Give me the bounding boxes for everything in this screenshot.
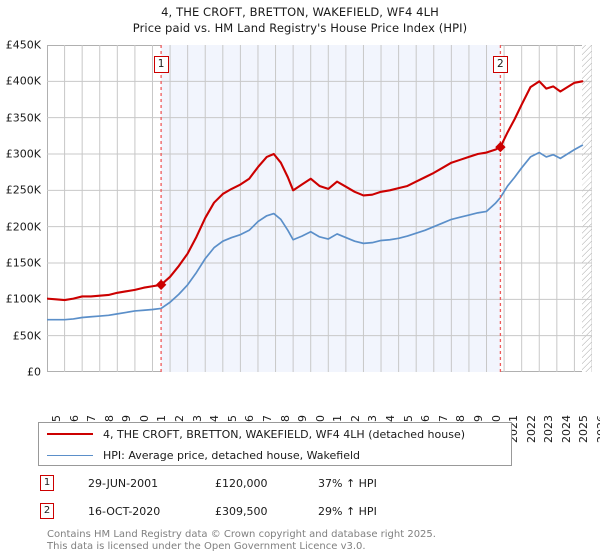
- y-tick-label: £0: [27, 365, 41, 379]
- transaction-price: £309,500: [215, 505, 268, 518]
- transaction-date: 29-JUN-2001: [88, 477, 159, 490]
- x-tick-label: 2025: [577, 415, 591, 443]
- y-tick-label: £450K: [5, 38, 41, 52]
- legend-swatch-hpi: [47, 454, 93, 456]
- y-tick-label: £200K: [5, 220, 41, 234]
- x-tick-label: 2023: [542, 415, 556, 443]
- y-tick-label: £250K: [5, 183, 41, 197]
- legend-item-property: 4, THE CROFT, BRETTON, WAKEFIELD, WF4 4L…: [39, 423, 465, 445]
- legend-item-hpi: HPI: Average price, detached house, Wake…: [39, 444, 360, 466]
- legend-label-hpi: HPI: Average price, detached house, Wake…: [103, 448, 361, 462]
- y-axis-labels: £0 £50K £100K £150K £200K £250K £300K £350K £400…: [0, 40, 44, 378]
- y-tick-label: £50K: [12, 329, 41, 343]
- no-data-hatch-band: [582, 45, 592, 372]
- transaction-hpi-delta: 37% ↑ HPI: [318, 477, 377, 490]
- sale-flag-1[interactable]: 1: [153, 56, 169, 73]
- x-tick-label: 2022: [524, 415, 538, 443]
- footer-line-1: Contains HM Land Registry data © Crown c…: [47, 529, 436, 540]
- sale-flag-2[interactable]: 2: [492, 56, 508, 73]
- chart-legend: 4, THE CROFT, BRETTON, WAKEFIELD, WF4 4L…: [38, 422, 512, 466]
- transaction-hpi-delta: 29% ↑ HPI: [318, 505, 377, 518]
- y-tick-label: £400K: [5, 74, 41, 88]
- y-tick-label: £300K: [5, 147, 41, 161]
- x-axis-labels: 1995199619971998199920002001200220032004…: [47, 374, 600, 443]
- legend-swatch-property: [47, 433, 93, 435]
- title-line-1: 4, THE CROFT, BRETTON, WAKEFIELD, WF4 4L…: [161, 5, 439, 19]
- x-tick-label: 2024: [559, 415, 573, 443]
- page-title: 4, THE CROFT, BRETTON, WAKEFIELD, WF4 4L…: [0, 4, 600, 36]
- ownership-period-band: [161, 45, 501, 372]
- footer-line-2: This data is licensed under the Open Gov…: [47, 540, 366, 552]
- title-line-2: Price paid vs. HM Land Registry's House …: [132, 21, 468, 35]
- transaction-price: £120,000: [215, 477, 268, 490]
- chart-series-lines: [47, 80, 584, 321]
- transaction-index-badge: 2: [40, 503, 54, 519]
- y-tick-label: £150K: [5, 256, 41, 270]
- legend-label-property: 4, THE CROFT, BRETTON, WAKEFIELD, WF4 4L…: [103, 427, 466, 441]
- transaction-index-badge: 1: [40, 475, 54, 491]
- attribution-footer: Contains HM Land Registry data © Crown c…: [47, 529, 567, 552]
- chart-plot-area[interactable]: [47, 45, 592, 372]
- x-tick-label: 2026: [595, 415, 600, 443]
- chart-gridlines: [47, 45, 592, 372]
- sale-markers-layer: [155, 45, 506, 372]
- y-tick-label: £350K: [5, 111, 41, 125]
- transaction-date: 16-OCT-2020: [88, 505, 161, 518]
- y-tick-label: £100K: [5, 292, 41, 306]
